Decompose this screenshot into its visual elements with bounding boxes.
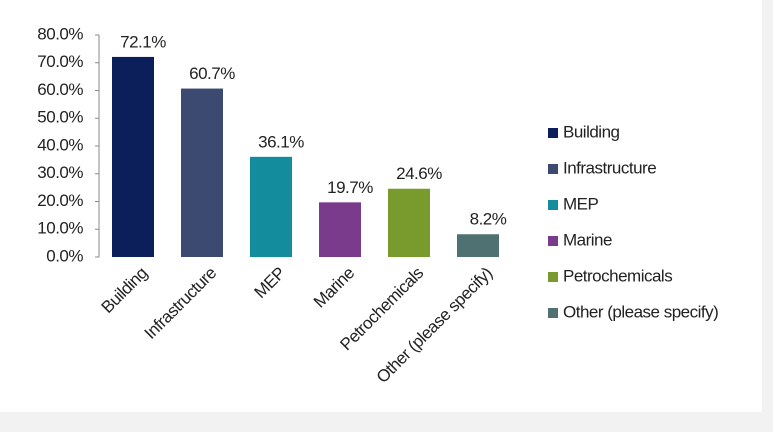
bar: [250, 156, 292, 257]
value-label: 72.1%: [120, 32, 166, 51]
legend-swatch: [548, 236, 558, 246]
y-tick-label: 10.0%: [37, 219, 83, 238]
legend-label: Other (please specify): [563, 302, 718, 321]
y-tick-label: 70.0%: [37, 52, 83, 71]
y-tick-label: 20.0%: [37, 191, 83, 210]
value-label: 60.7%: [189, 64, 235, 83]
bar: [388, 188, 430, 257]
y-tick-label: 60.0%: [37, 80, 83, 99]
legend-label: Petrochemicals: [563, 266, 672, 285]
legend-label: MEP: [563, 194, 599, 213]
bar: [319, 202, 361, 257]
bar: [181, 88, 223, 258]
value-label: 19.7%: [327, 178, 373, 197]
legend-swatch: [548, 200, 558, 210]
legend-swatch: [548, 308, 558, 318]
legend-swatch: [548, 128, 558, 138]
legend-swatch: [548, 164, 558, 174]
legend-label: Infrastructure: [563, 158, 656, 177]
y-tick-label: 30.0%: [37, 163, 83, 182]
value-label: 8.2%: [470, 210, 507, 229]
value-label: 36.1%: [258, 132, 304, 151]
y-tick-label: 50.0%: [37, 108, 83, 127]
legend-label: Marine: [563, 230, 612, 249]
y-tick-label: 80.0%: [37, 24, 83, 43]
legend-label: Building: [563, 122, 620, 141]
y-tick-label: 0.0%: [46, 246, 83, 265]
bar: [112, 56, 154, 257]
legend-swatch: [548, 272, 558, 282]
y-tick-label: 40.0%: [37, 135, 83, 154]
bar: [457, 234, 499, 257]
value-label: 24.6%: [396, 164, 442, 183]
